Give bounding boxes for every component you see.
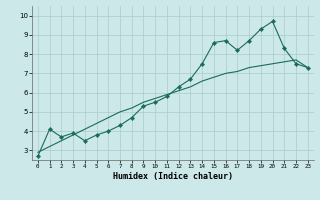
X-axis label: Humidex (Indice chaleur): Humidex (Indice chaleur) <box>113 172 233 181</box>
